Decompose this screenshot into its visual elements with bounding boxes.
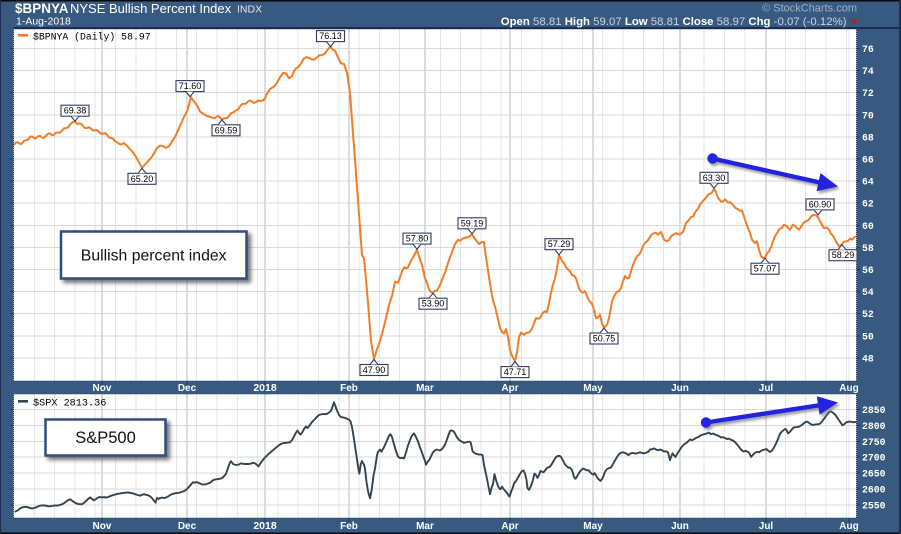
svg-text:© StockCharts.com: © StockCharts.com [762, 3, 857, 15]
svg-text:2850: 2850 [862, 405, 886, 416]
svg-text:74: 74 [862, 66, 874, 77]
svg-text:Jun: Jun [671, 383, 689, 394]
svg-text:48: 48 [862, 353, 874, 364]
svg-text:72: 72 [862, 88, 874, 99]
svg-text:69.59: 69.59 [215, 125, 238, 135]
svg-text:65.20: 65.20 [131, 174, 154, 184]
svg-text:60.90: 60.90 [809, 199, 832, 209]
svg-text:$BPNYA: $BPNYA [15, 1, 69, 16]
svg-text:Apr: Apr [501, 521, 518, 532]
svg-text:2018: 2018 [253, 382, 277, 394]
svg-text:Feb: Feb [340, 383, 358, 394]
svg-text:71.60: 71.60 [179, 81, 202, 91]
svg-text:NYSE Bullish Percent Index: NYSE Bullish Percent Index [70, 1, 232, 16]
svg-text:Jul: Jul [759, 383, 774, 394]
svg-text:59.19: 59.19 [461, 218, 484, 228]
svg-text:1-Aug-2018: 1-Aug-2018 [16, 16, 71, 28]
svg-text:47.90: 47.90 [363, 365, 386, 375]
svg-text:Dec: Dec [178, 383, 197, 394]
svg-text:Dec: Dec [178, 521, 197, 532]
svg-text:58.29: 58.29 [832, 250, 855, 260]
svg-text:68: 68 [862, 132, 874, 143]
svg-text:Jul: Jul [759, 521, 774, 532]
svg-text:54: 54 [862, 287, 874, 298]
svg-text:Mar: Mar [416, 383, 434, 394]
svg-text:2600: 2600 [862, 485, 886, 496]
svg-text:2550: 2550 [862, 500, 886, 511]
svg-text:2800: 2800 [862, 421, 886, 432]
svg-text:2700: 2700 [862, 453, 886, 464]
svg-text:53.90: 53.90 [422, 299, 445, 309]
svg-text:Nov: Nov [93, 521, 112, 532]
svg-text:50.75: 50.75 [593, 334, 616, 344]
svg-text:63.30: 63.30 [703, 173, 726, 183]
svg-text:57.29: 57.29 [548, 239, 571, 249]
svg-text:66: 66 [862, 155, 874, 166]
svg-text:$SPX 2813.36: $SPX 2813.36 [33, 398, 106, 410]
svg-text:Feb: Feb [340, 521, 358, 532]
svg-text:62: 62 [862, 199, 874, 210]
svg-text:S&P500: S&P500 [75, 429, 136, 447]
svg-text:2750: 2750 [862, 437, 886, 448]
svg-text:Apr: Apr [501, 383, 518, 394]
svg-text:May: May [583, 383, 603, 394]
svg-text:57.07: 57.07 [754, 264, 777, 274]
svg-text:Open 58.81 High 59.07 Low 58.8: Open 58.81 High 59.07 Low 58.81 Close 58… [501, 16, 847, 28]
svg-text:50: 50 [862, 331, 874, 342]
svg-text:56: 56 [862, 265, 874, 276]
svg-text:69.38: 69.38 [64, 106, 87, 116]
svg-text:Aug: Aug [839, 521, 858, 532]
svg-text:Mar: Mar [416, 521, 434, 532]
svg-text:Nov: Nov [93, 383, 112, 394]
svg-text:Jun: Jun [671, 521, 689, 532]
svg-text:2650: 2650 [862, 469, 886, 480]
svg-text:52: 52 [862, 309, 874, 320]
svg-text:60: 60 [862, 221, 874, 232]
svg-text:Bullish percent index: Bullish percent index [81, 248, 227, 265]
svg-text:76: 76 [862, 44, 874, 55]
svg-text:$BPNYA (Daily) 58.97: $BPNYA (Daily) 58.97 [33, 32, 151, 43]
svg-text:58: 58 [862, 243, 874, 254]
svg-text:INDX: INDX [237, 4, 262, 16]
svg-text:May: May [583, 521, 603, 532]
svg-text:57.80: 57.80 [406, 234, 429, 244]
svg-text:Aug: Aug [839, 383, 858, 394]
svg-text:64: 64 [862, 177, 874, 188]
svg-text:47.71: 47.71 [504, 367, 527, 377]
svg-text:76.13: 76.13 [319, 31, 342, 41]
svg-text:2018: 2018 [253, 520, 277, 532]
svg-text:70: 70 [862, 110, 874, 121]
